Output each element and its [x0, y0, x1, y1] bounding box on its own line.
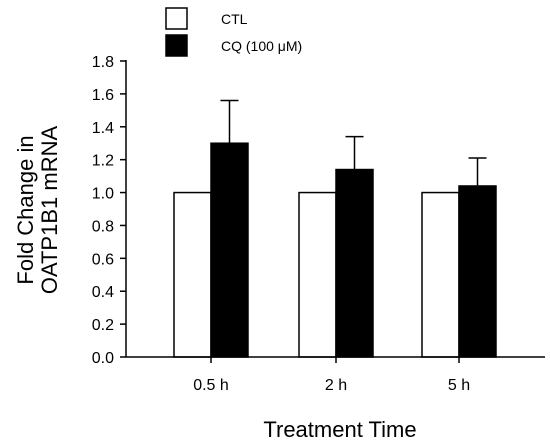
legend-label: CQ (100 μM)	[221, 38, 302, 54]
x-axis-title: Treatment Time	[263, 417, 416, 442]
bar	[335, 168, 374, 358]
legend-swatch	[165, 7, 188, 30]
y-ticks-group: 0.0 0.2 0.4 0.6 0.8 1.0 1.2 1.4 1.6 1.8	[92, 54, 126, 367]
x-ticks-group: 0.5 h 2 h 5 h	[193, 357, 470, 394]
y-tick-label: 0.0	[92, 350, 114, 367]
bar	[458, 185, 497, 358]
y-tick-label: 0.2	[92, 317, 114, 334]
x-tick-label: 0.5 h	[193, 377, 229, 394]
y-tick-label: 1.6	[92, 87, 114, 104]
bar	[298, 191, 337, 358]
x-tick-label: 2 h	[325, 377, 347, 394]
legend-label: CTL	[221, 11, 248, 27]
x-tick-label: 5 h	[448, 377, 470, 394]
y-tick-label: 0.8	[92, 218, 114, 235]
bar	[173, 191, 212, 358]
y-tick-label: 1.0	[92, 186, 114, 203]
y-tick-label: 1.4	[92, 120, 114, 137]
bar	[421, 191, 460, 358]
y-axis-title-line-1: Fold Change in	[13, 135, 38, 284]
y-tick-label: 1.2	[92, 153, 114, 170]
bars-group	[173, 99, 497, 358]
y-tick-label: 0.6	[92, 251, 114, 268]
legend-swatch	[165, 34, 188, 57]
y-tick-label: 1.8	[92, 54, 114, 71]
y-tick-label: 0.4	[92, 284, 114, 301]
y-axis-title-line-2: OATP1B1 mRNA	[37, 126, 62, 295]
legend: CTL CQ (100 μM)	[165, 7, 302, 57]
bar	[210, 142, 249, 358]
